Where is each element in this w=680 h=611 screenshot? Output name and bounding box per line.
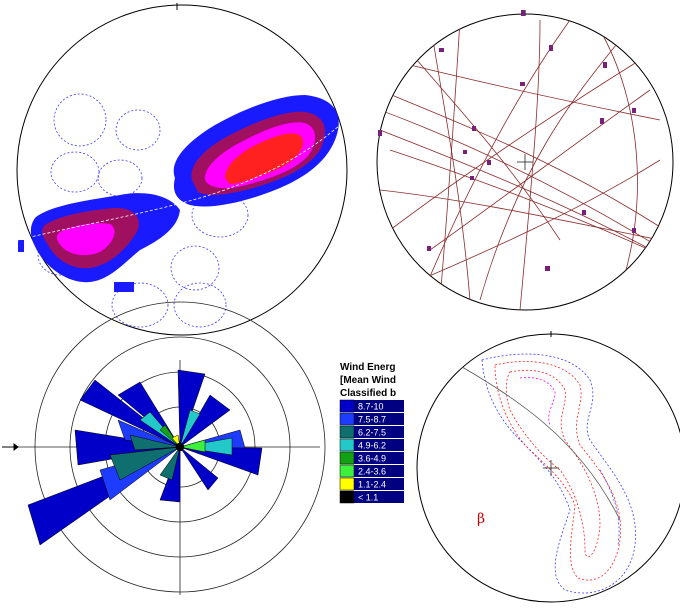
legend-label: 1.1-2.4 [358,480,386,490]
legend-label-bg [354,413,404,425]
contour-outline [505,369,601,558]
legend-label: 2.4-3.6 [358,467,386,477]
great-circle [389,59,641,231]
legend-swatch [339,412,355,426]
great-circle [449,359,621,521]
legend-label-bg [354,465,404,477]
pole-markers [378,10,636,271]
contour-outline [53,93,107,147]
great-circle [599,29,638,291]
legend-label: 6.2-7.5 [358,428,386,438]
pixel-blob [114,282,134,292]
great-circle [379,129,671,261]
legend-label: 4.9-6.2 [358,441,386,451]
legend-entry: 2.4-3.6 [339,464,404,478]
legend-label: < 1.1 [358,493,378,503]
contour-outline [494,361,622,581]
rose-petals [27,369,263,546]
great-circle [479,39,621,301]
legend-entry: < 1.1 [339,490,404,504]
great-circle [439,19,461,301]
petal [129,434,181,451]
great-circle [379,189,661,241]
legend-entry: 8.7-10 [339,399,404,413]
legend-entry: 3.6-4.9 [339,451,404,465]
legend-title-line: Wind Energ [340,362,395,373]
petal [179,409,201,448]
legend-label: 7.5-8.7 [358,415,386,425]
great-circle [399,39,561,241]
great-circle [419,159,661,281]
great-circle [519,19,541,310]
petal [109,446,181,481]
legend-label: 8.7-10 [358,402,384,412]
legend-label-bg [354,400,404,412]
contour-outline [170,245,220,291]
legend-title-line: Classified b [340,388,396,399]
dashed-contour-stereonet: β [416,331,680,603]
direction-arrow [2,443,19,451]
legend-label-bg [354,491,404,503]
legend-swatches: 8.7-10 7.5-8.7 6.2-7.5 4.9-6.2 3.6-4.9 2.4-3.… [339,399,404,504]
legend-label-bg [354,426,404,438]
great-circle [389,59,661,121]
legend-swatch [339,451,355,465]
legend-label-bg [354,452,404,464]
legend-swatch [339,425,355,439]
calm-core [175,442,185,452]
legend-entry: 4.9-6.2 [339,438,404,452]
contour-outline [111,282,169,328]
contour-outline [173,282,227,328]
center-cross [543,460,559,476]
center-cross [517,154,533,170]
legend-entry: 6.2-7.5 [339,425,404,439]
contour-outline [97,159,143,197]
great-circle-stereonet [376,10,674,311]
legend-swatch [339,464,355,478]
legend-title-line: [Mean Wind [340,375,396,386]
beta-label: β [477,511,485,527]
great-circle [429,89,651,251]
legend-swatch [339,438,355,452]
legend-swatch [339,490,355,504]
legend-swatch [339,399,355,413]
contour-level-3 [56,223,115,256]
petal [179,446,219,491]
legend-label-bg [354,478,404,490]
great-circle [389,149,651,251]
petal [177,369,206,448]
contour-level-4 [225,133,303,184]
legend-label-bg [354,439,404,451]
wind-legend: Wind Energ [Mean Wind Classified b 8.7-1… [339,362,404,504]
pixel-blob [18,240,24,252]
fit-great-circle [17,124,341,241]
contour-outline [519,377,556,426]
secondary-density-cluster [18,193,180,292]
legend-entry: 7.5-8.7 [339,412,404,426]
legend-entry: 1.1-2.4 [339,477,404,491]
legend-swatch [339,477,355,491]
wind-rose-plot [2,301,326,595]
dashed-contours [481,353,636,594]
legend-label: 3.6-4.9 [358,454,386,464]
petal [179,437,233,456]
rose-axes [10,360,320,595]
main-density-cluster [173,95,339,207]
density-contour-stereonet [16,3,348,336]
petal [159,446,181,481]
great-circle [429,19,471,301]
contour-outline [599,469,620,546]
petal [179,439,206,453]
contour-outline [115,109,161,151]
great-circle [379,89,673,241]
